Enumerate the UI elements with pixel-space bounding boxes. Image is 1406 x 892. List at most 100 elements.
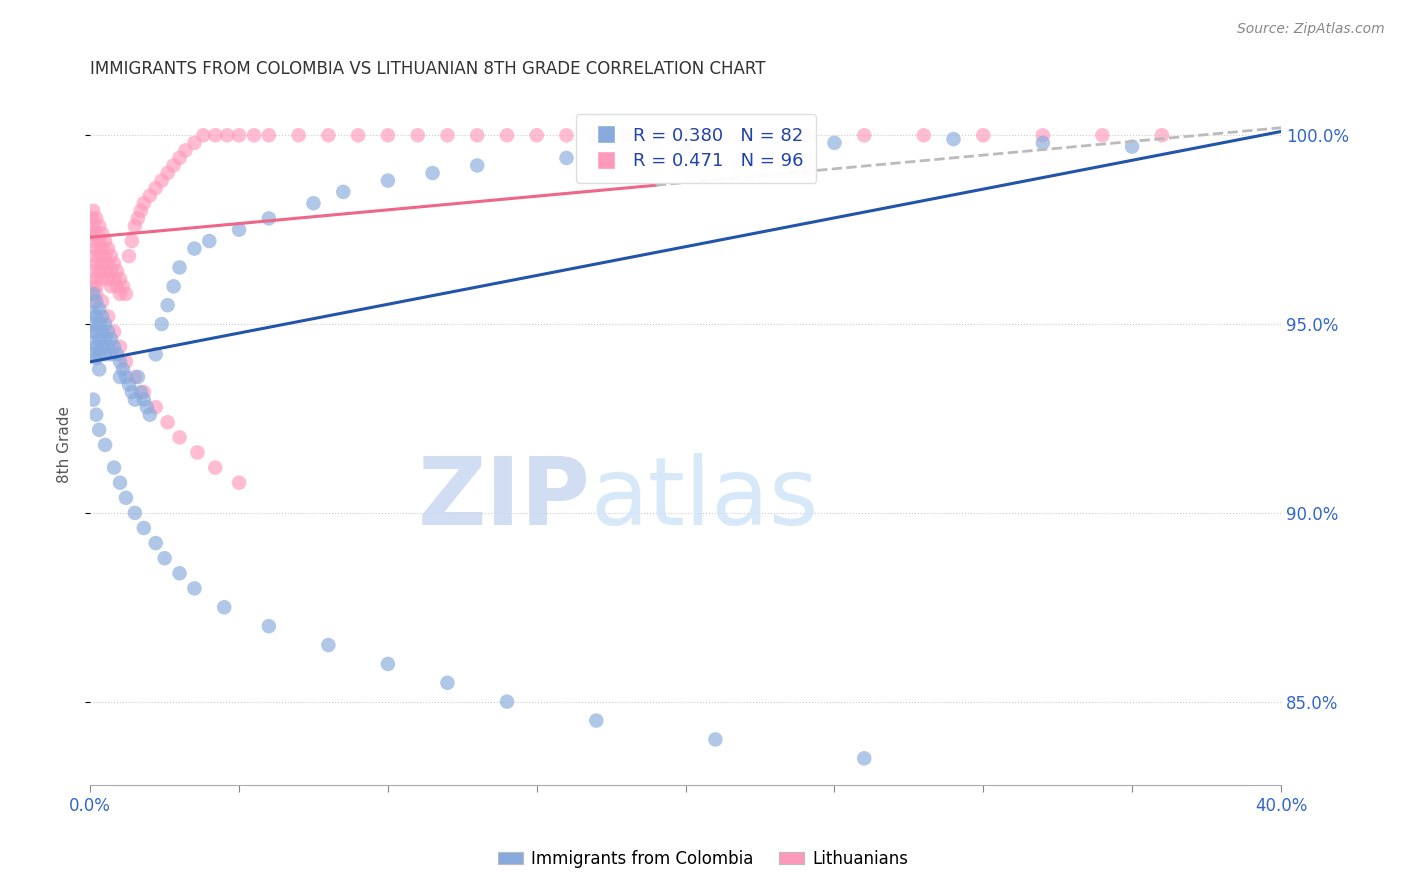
Point [103,460,125,475]
Point [82,294,104,309]
Point [675,144,697,158]
Point [153,551,176,566]
Point [912,128,935,143]
Point [97,325,120,339]
Point [94,264,117,278]
Point [156,415,179,429]
Point [436,675,458,690]
Point [257,211,280,226]
Point [103,257,125,271]
Text: atlas: atlas [591,453,818,545]
Point [97,272,120,286]
Point [127,211,149,226]
Point [496,128,519,143]
Point [406,128,429,143]
Point [332,185,354,199]
Point [127,370,149,384]
Point [183,136,205,150]
Point [105,279,128,293]
Point [150,173,173,187]
Point [100,249,122,263]
Point [150,317,173,331]
Point [243,128,266,143]
Point [217,128,239,143]
Point [132,521,155,535]
Point [82,306,104,320]
Point [108,475,131,490]
Point [823,136,845,150]
Point [97,257,120,271]
Point [108,340,131,354]
Point [585,128,607,143]
Point [555,151,578,165]
Point [972,128,994,143]
Legend: R = 0.380   N = 82, R = 0.471   N = 96: R = 0.380 N = 82, R = 0.471 N = 96 [575,114,817,183]
Point [84,286,107,301]
Point [132,196,155,211]
Point [193,128,215,143]
Point [91,325,114,339]
Point [614,128,637,143]
Point [145,400,167,414]
Point [318,128,340,143]
Point [82,392,104,407]
Point [89,301,111,316]
Point [94,317,117,331]
Point [84,257,107,271]
Point [115,355,138,369]
Point [91,257,114,271]
Point [91,294,114,309]
Point [257,128,280,143]
Point [80,227,103,241]
Point [82,347,104,361]
Point [100,347,122,361]
Point [97,242,120,256]
Point [793,128,815,143]
Point [97,340,120,354]
Point [1032,128,1054,143]
Point [257,619,280,633]
Point [91,272,114,286]
Point [118,249,141,263]
Point [80,317,103,331]
Point [111,362,134,376]
Point [853,751,876,765]
Point [555,128,578,143]
Point [186,445,208,459]
Point [287,128,309,143]
Point [183,582,205,596]
Point [89,423,111,437]
Point [377,128,399,143]
Point [108,370,131,384]
Y-axis label: 8th Grade: 8th Grade [58,407,72,483]
Point [100,264,122,278]
Point [1150,128,1173,143]
Point [132,385,155,400]
Point [124,370,146,384]
Point [162,159,184,173]
Point [89,219,111,233]
Point [139,408,162,422]
Point [132,392,155,407]
Point [1121,139,1143,153]
Text: IMMIGRANTS FROM COLOMBIA VS LITHUANIAN 8TH GRADE CORRELATION CHART: IMMIGRANTS FROM COLOMBIA VS LITHUANIAN 8… [90,60,766,78]
Point [89,332,111,346]
Point [169,151,191,165]
Point [115,491,138,505]
Point [228,222,250,236]
Point [675,128,697,143]
Point [94,438,117,452]
Point [103,325,125,339]
Point [105,347,128,361]
Point [84,242,107,256]
Point [162,279,184,293]
Point [526,128,548,143]
Point [139,188,162,202]
Point [97,310,120,324]
Point [111,279,134,293]
Point [302,196,325,211]
Legend: Immigrants from Colombia, Lithuanians: Immigrants from Colombia, Lithuanians [491,844,915,875]
Point [84,351,107,365]
Point [318,638,340,652]
Point [82,335,104,350]
